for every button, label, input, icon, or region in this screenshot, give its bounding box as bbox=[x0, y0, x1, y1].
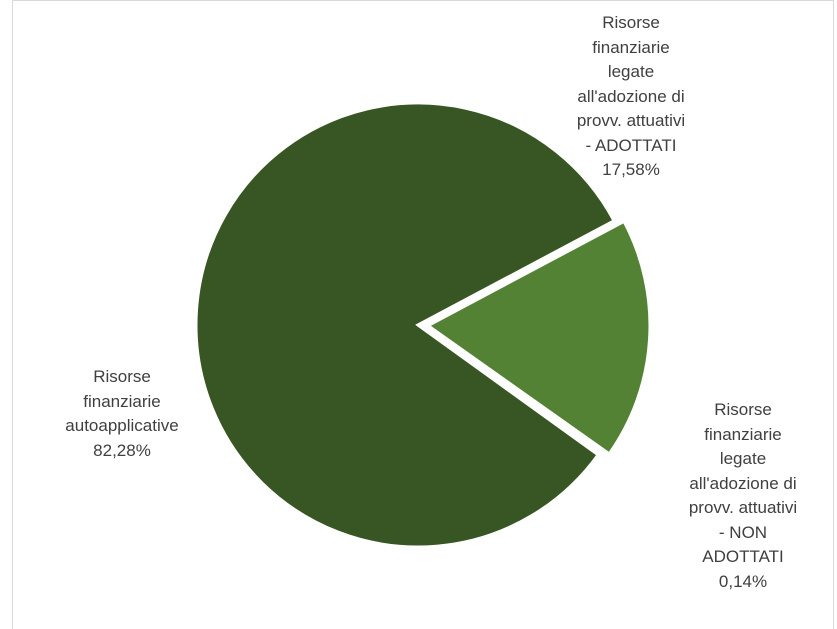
slice-label-non-adottati-line-3: legate bbox=[719, 449, 767, 468]
slice-label-adottati-value: 17,58% bbox=[602, 160, 660, 179]
slice-label-non-adottati-line-6: - NON bbox=[718, 522, 768, 542]
slice-label-non-adottati-value: 0,14% bbox=[718, 571, 768, 591]
pie-slice-adottati bbox=[425, 219, 652, 456]
slice-label-autoapplicative-value: 82,28% bbox=[93, 440, 151, 460]
slice-label-non-adottati-line-7: ADOTTATI bbox=[702, 547, 784, 566]
slice-label-non-adottati-line-2: finanziarie bbox=[704, 424, 782, 444]
slice-label-non-adottati-line-4: all'adozione di bbox=[689, 473, 797, 493]
slice-label-adottati-line-4: all'adozione di bbox=[577, 86, 685, 106]
slice-label-adottati-line-2: finanziarie bbox=[592, 37, 670, 57]
pie-slices bbox=[194, 101, 652, 549]
slice-label-autoapplicative-line-3: autoapplicative bbox=[65, 416, 179, 435]
slice-label-adottati: Risorse finanziarie legate all'adozione … bbox=[531, 11, 731, 183]
pie-slice-autoapplicative bbox=[194, 101, 617, 549]
slice-label-non-adottati-line-5: provv. attuativi bbox=[688, 498, 798, 517]
slice-label-adottati-line-3: legate bbox=[607, 62, 655, 81]
slice-label-autoapplicative-line-1: Risorse bbox=[93, 367, 151, 386]
chart-frame bbox=[12, 0, 834, 629]
slice-label-autoapplicative-line-2: finanziarie bbox=[83, 391, 161, 411]
slice-label-non-adottati-line-1: Risorse bbox=[714, 400, 772, 419]
slice-label-non-adottati: Risorse finanziarie legate all'adozione … bbox=[643, 398, 837, 594]
slice-label-adottati-line-6: - ADOTTATI bbox=[585, 135, 677, 155]
slice-label-autoapplicative: Risorse finanziarie autoapplicative 82,2… bbox=[22, 365, 222, 463]
slice-label-adottati-line-5: provv. attuativi bbox=[576, 111, 686, 130]
slice-label-adottati-line-1: Risorse bbox=[602, 13, 660, 32]
